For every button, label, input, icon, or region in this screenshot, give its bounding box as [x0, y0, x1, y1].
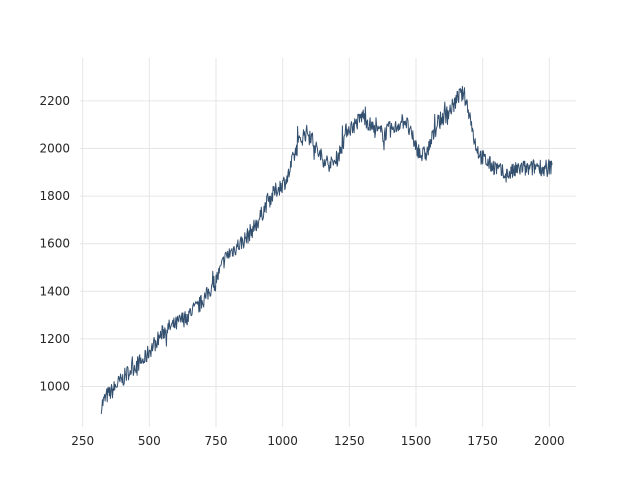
series-line	[100, 85, 553, 414]
y-tick-label: 2200	[39, 94, 70, 108]
x-tick-label: 1750	[467, 434, 498, 448]
y-tick-label: 1400	[39, 284, 70, 298]
x-tick-label: 750	[205, 434, 228, 448]
x-tick-label: 250	[71, 434, 94, 448]
y-tick-label: 1800	[39, 189, 70, 203]
y-tick-label: 1000	[39, 380, 70, 394]
grid	[80, 58, 576, 427]
x-tick-label: 1000	[267, 434, 298, 448]
y-tick-label: 1600	[39, 237, 70, 251]
x-tick-label: 2000	[534, 434, 565, 448]
x-tick-label: 1500	[401, 434, 432, 448]
x-tick-label: 1250	[334, 434, 365, 448]
y-tick-label: 1200	[39, 332, 70, 346]
y-tick-label: 2000	[39, 141, 70, 155]
x-tick-label: 500	[138, 434, 161, 448]
axis-ticks: 250 500 750 1000 1250 1500 1750 2000 1000 1200 140…	[39, 94, 564, 448]
series-layer	[100, 85, 553, 414]
